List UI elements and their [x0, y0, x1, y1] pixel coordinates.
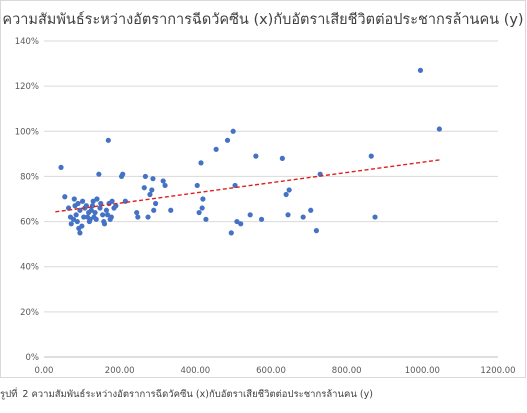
data-point	[153, 200, 159, 207]
data-point	[417, 67, 424, 73]
data-point	[142, 173, 148, 180]
data-point	[103, 207, 110, 213]
data-point	[77, 230, 83, 236]
x-tick-label: 400.00	[180, 366, 210, 376]
data-point	[70, 216, 77, 222]
data-point	[228, 230, 234, 236]
data-point	[253, 153, 259, 159]
data-point	[150, 176, 156, 182]
data-point	[81, 214, 87, 220]
data-point	[151, 207, 157, 213]
data-point	[247, 212, 253, 218]
data-point	[199, 205, 205, 211]
caption-number: 2	[22, 389, 29, 400]
data-point	[58, 164, 64, 170]
data-point	[92, 209, 98, 216]
data-point	[230, 128, 236, 134]
data-point	[372, 214, 378, 220]
data-point	[198, 160, 204, 166]
data-point	[160, 178, 166, 184]
data-point	[79, 223, 85, 229]
x-tick-label: 1200.00	[480, 366, 515, 376]
data-point	[308, 207, 314, 213]
data-point	[286, 187, 292, 193]
data-point	[368, 153, 374, 159]
data-point	[79, 198, 86, 204]
data-point	[74, 218, 80, 225]
data-point	[87, 216, 93, 222]
y-tick-label: 60%	[20, 218, 39, 228]
data-point	[213, 146, 219, 152]
data-point	[200, 196, 206, 202]
data-point	[196, 209, 202, 216]
data-point	[98, 200, 104, 207]
data-point	[234, 218, 240, 225]
data-point	[93, 216, 99, 222]
y-tick-label: 0%	[26, 353, 40, 363]
y-tick-label: 140%	[15, 37, 39, 47]
data-point	[224, 137, 231, 143]
data-point	[73, 212, 79, 218]
data-point	[108, 214, 114, 220]
data-point	[75, 200, 81, 207]
data-point	[168, 207, 174, 213]
data-point	[94, 196, 100, 202]
data-point	[194, 182, 200, 189]
data-point	[71, 196, 77, 202]
data-point	[68, 221, 74, 227]
data-point	[436, 126, 442, 132]
data-point	[109, 198, 115, 204]
data-point	[120, 171, 126, 177]
data-point	[162, 182, 168, 189]
data-point	[104, 212, 111, 218]
data-point	[313, 228, 319, 234]
figure-caption: รูปที่ 2 ความสัมพันธ์ระหว่างอัตราการฉีดวัค…	[0, 387, 527, 402]
y-tick-label: 100%	[15, 127, 39, 137]
x-tick-label: 0.00	[35, 366, 54, 376]
data-point	[300, 214, 306, 220]
trendline	[55, 159, 440, 213]
data-point	[135, 214, 141, 220]
scatter-plot: 0% 20% 40% 60% 80% 100% 120% 140% 0.00 200.00 400.…	[15, 37, 516, 376]
y-tick-label: 120%	[15, 82, 39, 92]
data-point	[97, 205, 103, 211]
data-point	[285, 212, 291, 218]
data-point	[279, 155, 285, 161]
data-point	[88, 207, 94, 213]
data-point	[283, 191, 289, 198]
data-point	[145, 214, 151, 220]
y-tick-label: 20%	[20, 308, 39, 318]
data-point	[96, 171, 102, 177]
caption-label: รูปที่	[0, 389, 18, 400]
data-point	[100, 212, 106, 218]
data-point	[238, 221, 244, 227]
data-point	[105, 137, 111, 143]
data-point	[149, 187, 155, 193]
data-point	[62, 194, 68, 200]
data-point	[203, 216, 209, 222]
data-point	[258, 216, 265, 222]
x-tick-label: 1000.00	[405, 366, 440, 376]
data-point	[147, 191, 153, 198]
caption-text: ความสัมพันธ์ระหว่างอัตราการฉีดวัคซีน (x)…	[31, 389, 373, 400]
data-point	[101, 221, 108, 227]
x-tick-label: 600.00	[256, 366, 286, 376]
chart-title: ความสัมพันธ์ระหว่างอัตราการฉีดวัคซีน (x)…	[2, 12, 524, 28]
data-point	[141, 185, 147, 191]
data-point	[134, 209, 140, 216]
x-tick-label: 200.00	[105, 366, 135, 376]
x-tick-label: 800.00	[332, 366, 362, 376]
chart-area	[0, 0, 526, 378]
y-tick-label: 40%	[20, 263, 39, 273]
y-tick-label: 80%	[20, 172, 39, 182]
data-point	[90, 198, 96, 204]
